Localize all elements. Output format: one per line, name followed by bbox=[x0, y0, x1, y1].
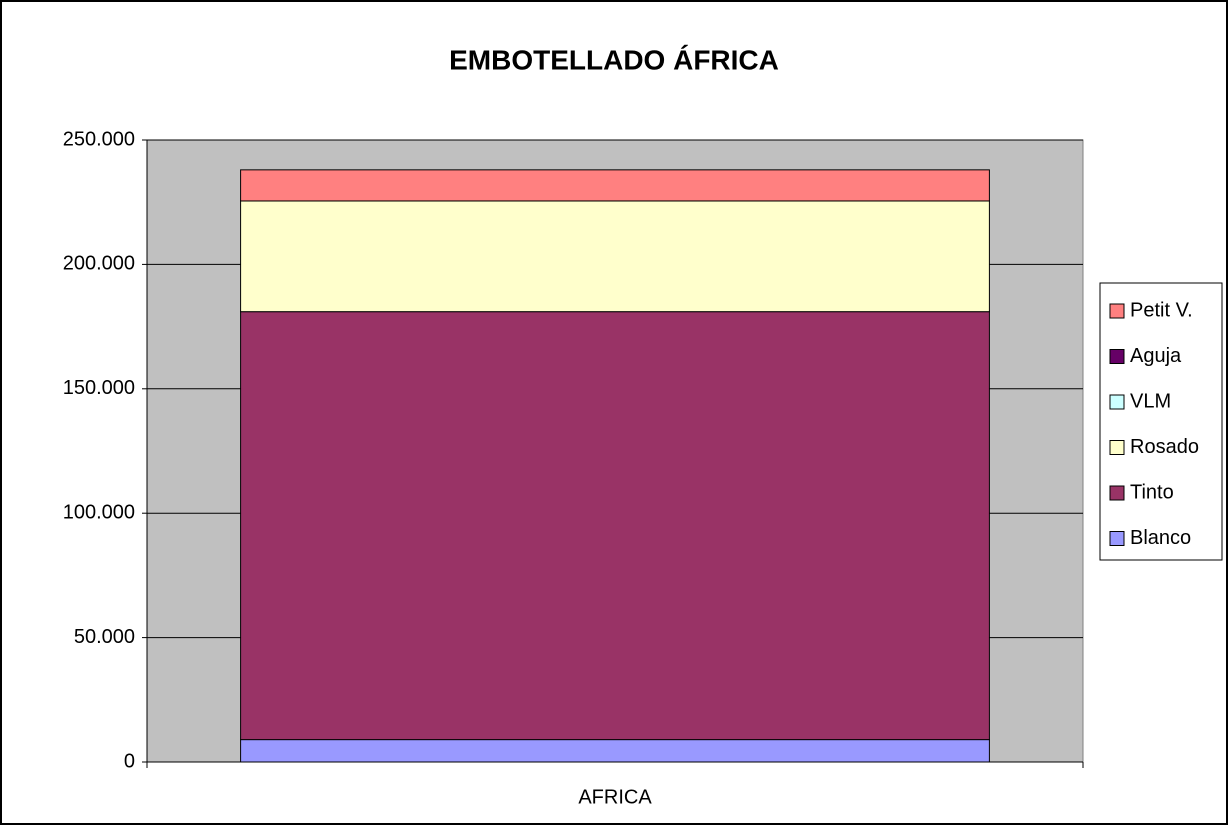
y-tick-label: 100.000 bbox=[63, 501, 135, 523]
y-tick-label: 50.000 bbox=[74, 626, 135, 648]
legend-swatch bbox=[1109, 440, 1125, 455]
chart-title: EMBOTELLADO ÁFRICA bbox=[449, 44, 779, 75]
legend-swatch bbox=[1109, 349, 1125, 364]
x-tick-label: AFRICA bbox=[578, 786, 652, 808]
bar-segment bbox=[240, 200, 990, 313]
y-tick-label: 250.000 bbox=[63, 128, 135, 150]
legend-label: Tinto bbox=[1130, 481, 1174, 503]
legend-label: Rosado bbox=[1130, 436, 1199, 458]
bar-segment bbox=[240, 169, 990, 202]
legend-box bbox=[1099, 282, 1223, 561]
legend-label: Blanco bbox=[1130, 527, 1191, 549]
legend-label: Petit V. bbox=[1130, 299, 1193, 321]
legend-label: Aguja bbox=[1130, 345, 1182, 367]
legend-swatch bbox=[1109, 394, 1125, 410]
bar-segment bbox=[240, 311, 990, 741]
legend-swatch bbox=[1109, 485, 1125, 501]
y-tick-label: 0 bbox=[124, 750, 135, 772]
y-tick-label: 200.000 bbox=[63, 253, 135, 275]
legend-label: VLM bbox=[1130, 390, 1171, 412]
legend-swatch bbox=[1109, 303, 1125, 319]
legend-swatch bbox=[1109, 531, 1125, 546]
bar-segment bbox=[240, 739, 990, 763]
y-tick-label: 150.000 bbox=[63, 377, 135, 399]
